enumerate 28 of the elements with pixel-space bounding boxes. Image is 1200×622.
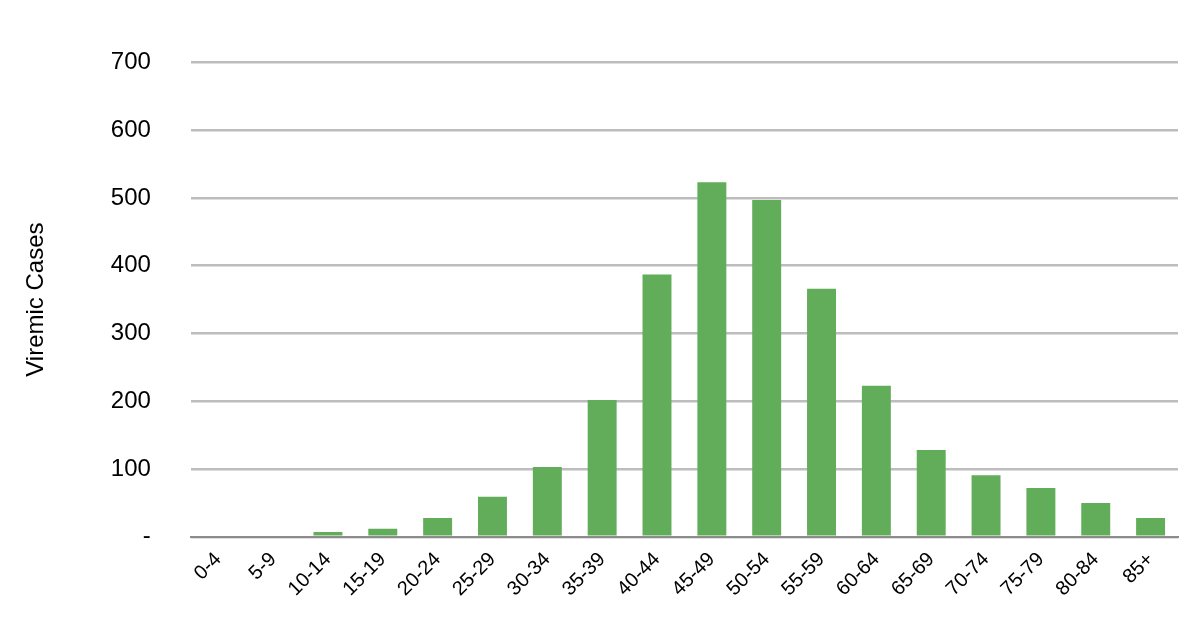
- bar: [1136, 517, 1166, 536]
- bar: [587, 399, 617, 536]
- bar: [752, 199, 782, 536]
- bar: [916, 450, 946, 536]
- x-tick-label: 5-9: [243, 547, 280, 584]
- bar: [532, 467, 562, 536]
- y-tick-label: -: [142, 521, 151, 549]
- y-tick-label: 200: [110, 385, 151, 413]
- bar: [697, 182, 727, 536]
- bar: [1026, 488, 1056, 536]
- bar: [807, 288, 837, 536]
- y-tick-label: 400: [110, 250, 151, 278]
- bar: [1081, 502, 1111, 536]
- y-tick-label: 100: [110, 453, 151, 481]
- bar: [861, 385, 891, 536]
- bar: [368, 528, 398, 536]
- bar: [423, 517, 453, 536]
- y-axis-title: Viremic Cases: [21, 222, 49, 377]
- y-tick-label: 300: [110, 318, 151, 346]
- bar: [478, 496, 507, 536]
- x-tick-label: 0-4: [189, 547, 225, 584]
- bar: [971, 475, 1001, 536]
- y-tick-label: 700: [110, 47, 151, 75]
- x-tick-label: 85+: [1117, 547, 1158, 588]
- bar: [642, 274, 672, 536]
- bar: [313, 532, 343, 536]
- y-tick-label: 600: [110, 114, 151, 142]
- y-tick-label: 500: [110, 182, 151, 210]
